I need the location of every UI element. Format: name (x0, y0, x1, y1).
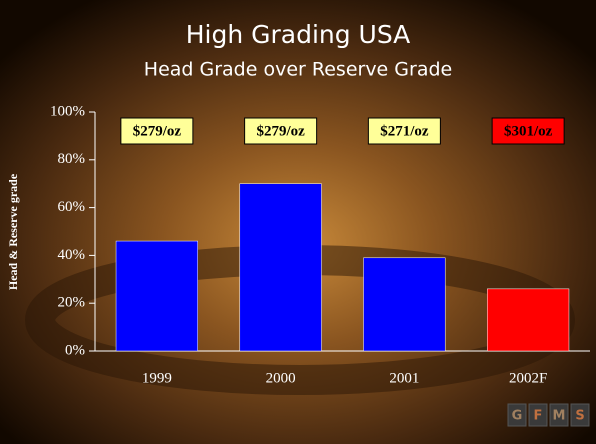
y-tick-label: 20% (58, 295, 86, 311)
logo-box (507, 403, 527, 427)
logo-letter: M (553, 409, 566, 424)
y-tick-label: 40% (58, 247, 86, 263)
annotation-box (491, 117, 565, 145)
annotation-box (244, 117, 318, 145)
logo-letter: G (512, 409, 523, 424)
logo-box (528, 403, 548, 427)
bar (239, 183, 322, 352)
annotation-box (367, 117, 441, 145)
annotation: $279/oz (133, 123, 182, 139)
annotation: $301/oz (504, 123, 553, 139)
bar (487, 288, 570, 352)
bar (115, 240, 198, 352)
x-tick-label: 1999 (142, 370, 172, 386)
y-axis-label: Head & Reserve grade (6, 173, 20, 290)
annotation-box (120, 117, 194, 145)
bar (363, 257, 446, 352)
y-tick-label: 60% (58, 199, 86, 215)
annotation: $279/oz (256, 123, 305, 139)
logo-box (570, 403, 590, 427)
logo-box (549, 403, 569, 427)
logo-letter: F (534, 409, 543, 424)
y-tick-label: 80% (58, 151, 86, 167)
y-tick-label: 0% (65, 342, 85, 358)
y-tick-label: 100% (50, 103, 85, 119)
x-tick-label: 2002F (509, 370, 547, 386)
logo-letter: S (575, 409, 584, 424)
annotation: $271/oz (380, 123, 429, 139)
x-tick-label: 2000 (266, 370, 296, 386)
chart-title: High Grading USA (186, 20, 411, 49)
chart-subtitle: Head Grade over Reserve Grade (144, 59, 452, 81)
x-tick-label: 2001 (389, 370, 419, 386)
